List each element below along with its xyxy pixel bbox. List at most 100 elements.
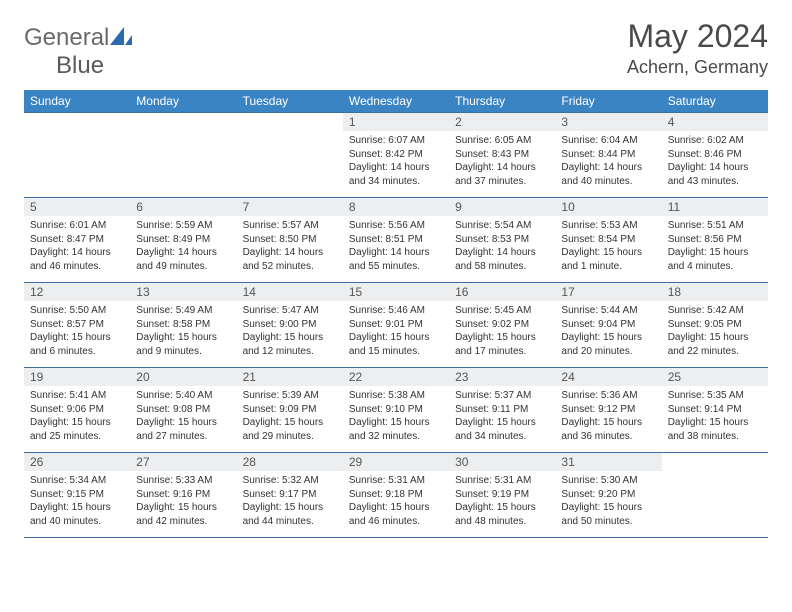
day-number: 4 [662, 113, 768, 131]
sunset-text: Sunset: 9:11 PM [455, 403, 549, 417]
logo-text: GeneralBlue [24, 24, 132, 80]
day-number: 11 [662, 198, 768, 216]
sunrise-text: Sunrise: 5:47 AM [243, 304, 337, 318]
day-details: Sunrise: 5:30 AMSunset: 9:20 PMDaylight:… [555, 471, 661, 534]
day-cell: 12Sunrise: 5:50 AMSunset: 8:57 PMDayligh… [24, 283, 130, 368]
sunrise-text: Sunrise: 5:49 AM [136, 304, 230, 318]
col-friday: Friday [555, 90, 661, 113]
sunset-text: Sunset: 8:44 PM [561, 148, 655, 162]
sunrise-text: Sunrise: 5:39 AM [243, 389, 337, 403]
sunset-text: Sunset: 8:57 PM [30, 318, 124, 332]
day-details: Sunrise: 5:57 AMSunset: 8:50 PMDaylight:… [237, 216, 343, 279]
daylight-text: Daylight: 14 hours and 34 minutes. [349, 161, 443, 188]
day-details: Sunrise: 5:31 AMSunset: 9:19 PMDaylight:… [449, 471, 555, 534]
sunset-text: Sunset: 8:51 PM [349, 233, 443, 247]
day-details: Sunrise: 5:42 AMSunset: 9:05 PMDaylight:… [662, 301, 768, 364]
day-cell [130, 113, 236, 198]
sunrise-text: Sunrise: 5:34 AM [30, 474, 124, 488]
day-details: Sunrise: 5:56 AMSunset: 8:51 PMDaylight:… [343, 216, 449, 279]
sunrise-text: Sunrise: 5:38 AM [349, 389, 443, 403]
day-cell: 11Sunrise: 5:51 AMSunset: 8:56 PMDayligh… [662, 198, 768, 283]
day-cell: 1Sunrise: 6:07 AMSunset: 8:42 PMDaylight… [343, 113, 449, 198]
daylight-text: Daylight: 15 hours and 48 minutes. [455, 501, 549, 528]
day-number: 24 [555, 368, 661, 386]
sunrise-text: Sunrise: 5:46 AM [349, 304, 443, 318]
day-cell: 30Sunrise: 5:31 AMSunset: 9:19 PMDayligh… [449, 453, 555, 538]
sunrise-text: Sunrise: 5:59 AM [136, 219, 230, 233]
day-details: Sunrise: 6:01 AMSunset: 8:47 PMDaylight:… [24, 216, 130, 279]
day-cell: 16Sunrise: 5:45 AMSunset: 9:02 PMDayligh… [449, 283, 555, 368]
col-wednesday: Wednesday [343, 90, 449, 113]
sunrise-text: Sunrise: 5:36 AM [561, 389, 655, 403]
day-details: Sunrise: 5:54 AMSunset: 8:53 PMDaylight:… [449, 216, 555, 279]
day-number: 23 [449, 368, 555, 386]
day-number: 18 [662, 283, 768, 301]
day-cell: 3Sunrise: 6:04 AMSunset: 8:44 PMDaylight… [555, 113, 661, 198]
sunrise-text: Sunrise: 6:01 AM [30, 219, 124, 233]
day-number: 25 [662, 368, 768, 386]
day-cell: 2Sunrise: 6:05 AMSunset: 8:43 PMDaylight… [449, 113, 555, 198]
daylight-text: Daylight: 14 hours and 37 minutes. [455, 161, 549, 188]
day-cell: 26Sunrise: 5:34 AMSunset: 9:15 PMDayligh… [24, 453, 130, 538]
location-label: Achern, Germany [627, 57, 768, 78]
day-cell: 8Sunrise: 5:56 AMSunset: 8:51 PMDaylight… [343, 198, 449, 283]
sunrise-text: Sunrise: 5:57 AM [243, 219, 337, 233]
day-details: Sunrise: 5:35 AMSunset: 9:14 PMDaylight:… [662, 386, 768, 449]
day-details: Sunrise: 5:39 AMSunset: 9:09 PMDaylight:… [237, 386, 343, 449]
day-details: Sunrise: 5:31 AMSunset: 9:18 PMDaylight:… [343, 471, 449, 534]
day-number [24, 113, 130, 131]
day-cell [237, 113, 343, 198]
daylight-text: Daylight: 15 hours and 38 minutes. [668, 416, 762, 443]
daylight-text: Daylight: 15 hours and 46 minutes. [349, 501, 443, 528]
sunrise-text: Sunrise: 5:54 AM [455, 219, 549, 233]
sunset-text: Sunset: 9:16 PM [136, 488, 230, 502]
sunset-text: Sunset: 8:53 PM [455, 233, 549, 247]
logo-part1: General [24, 24, 109, 51]
day-number: 6 [130, 198, 236, 216]
daylight-text: Daylight: 15 hours and 50 minutes. [561, 501, 655, 528]
daylight-text: Daylight: 15 hours and 32 minutes. [349, 416, 443, 443]
day-details: Sunrise: 5:34 AMSunset: 9:15 PMDaylight:… [24, 471, 130, 534]
sunset-text: Sunset: 8:50 PM [243, 233, 337, 247]
col-sunday: Sunday [24, 90, 130, 113]
day-details: Sunrise: 5:51 AMSunset: 8:56 PMDaylight:… [662, 216, 768, 279]
day-number: 8 [343, 198, 449, 216]
day-cell: 24Sunrise: 5:36 AMSunset: 9:12 PMDayligh… [555, 368, 661, 453]
day-number: 26 [24, 453, 130, 471]
sunrise-text: Sunrise: 5:42 AM [668, 304, 762, 318]
day-cell: 4Sunrise: 6:02 AMSunset: 8:46 PMDaylight… [662, 113, 768, 198]
sunset-text: Sunset: 9:18 PM [349, 488, 443, 502]
day-cell: 6Sunrise: 5:59 AMSunset: 8:49 PMDaylight… [130, 198, 236, 283]
table-row: 19Sunrise: 5:41 AMSunset: 9:06 PMDayligh… [24, 368, 768, 453]
sunset-text: Sunset: 9:19 PM [455, 488, 549, 502]
day-number: 1 [343, 113, 449, 131]
header: GeneralBlue May 2024 Achern, Germany [24, 18, 768, 80]
sunset-text: Sunset: 9:05 PM [668, 318, 762, 332]
day-cell: 9Sunrise: 5:54 AMSunset: 8:53 PMDaylight… [449, 198, 555, 283]
col-tuesday: Tuesday [237, 90, 343, 113]
daylight-text: Daylight: 15 hours and 17 minutes. [455, 331, 549, 358]
logo-part2: Blue [56, 52, 104, 79]
day-cell: 25Sunrise: 5:35 AMSunset: 9:14 PMDayligh… [662, 368, 768, 453]
sunrise-text: Sunrise: 5:51 AM [668, 219, 762, 233]
day-details: Sunrise: 5:40 AMSunset: 9:08 PMDaylight:… [130, 386, 236, 449]
sunset-text: Sunset: 8:56 PM [668, 233, 762, 247]
sunset-text: Sunset: 9:10 PM [349, 403, 443, 417]
day-cell: 10Sunrise: 5:53 AMSunset: 8:54 PMDayligh… [555, 198, 661, 283]
daylight-text: Daylight: 15 hours and 34 minutes. [455, 416, 549, 443]
sunset-text: Sunset: 9:01 PM [349, 318, 443, 332]
daylight-text: Daylight: 15 hours and 4 minutes. [668, 246, 762, 273]
sunset-text: Sunset: 9:08 PM [136, 403, 230, 417]
sunset-text: Sunset: 9:09 PM [243, 403, 337, 417]
daylight-text: Daylight: 14 hours and 55 minutes. [349, 246, 443, 273]
daylight-text: Daylight: 15 hours and 36 minutes. [561, 416, 655, 443]
sunrise-text: Sunrise: 5:37 AM [455, 389, 549, 403]
sunrise-text: Sunrise: 6:04 AM [561, 134, 655, 148]
day-details: Sunrise: 5:49 AMSunset: 8:58 PMDaylight:… [130, 301, 236, 364]
day-cell [662, 453, 768, 538]
day-details: Sunrise: 5:36 AMSunset: 9:12 PMDaylight:… [555, 386, 661, 449]
day-number: 5 [24, 198, 130, 216]
sunrise-text: Sunrise: 5:41 AM [30, 389, 124, 403]
day-number: 27 [130, 453, 236, 471]
day-details: Sunrise: 6:04 AMSunset: 8:44 PMDaylight:… [555, 131, 661, 194]
